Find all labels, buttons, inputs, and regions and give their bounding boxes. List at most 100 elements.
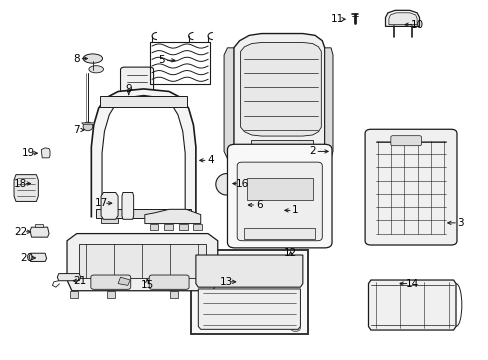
Ellipse shape — [264, 209, 270, 213]
FancyBboxPatch shape — [227, 144, 331, 248]
Ellipse shape — [214, 279, 222, 283]
Bar — [244, 228, 314, 239]
Polygon shape — [102, 95, 185, 210]
Polygon shape — [29, 253, 46, 261]
Ellipse shape — [214, 256, 222, 261]
Polygon shape — [239, 173, 324, 178]
Ellipse shape — [260, 273, 268, 277]
Polygon shape — [122, 193, 133, 219]
Ellipse shape — [264, 200, 270, 203]
Polygon shape — [385, 10, 419, 26]
Ellipse shape — [214, 273, 222, 277]
Ellipse shape — [199, 262, 206, 266]
Polygon shape — [196, 255, 302, 287]
Ellipse shape — [291, 279, 299, 283]
Polygon shape — [67, 234, 217, 291]
Ellipse shape — [302, 219, 307, 222]
Ellipse shape — [230, 279, 237, 283]
Text: 14: 14 — [405, 279, 418, 289]
Polygon shape — [35, 224, 42, 227]
Polygon shape — [324, 48, 332, 158]
Polygon shape — [171, 217, 188, 223]
Ellipse shape — [246, 209, 252, 213]
Ellipse shape — [264, 228, 270, 232]
Text: 21: 21 — [73, 276, 86, 286]
Ellipse shape — [302, 200, 307, 203]
FancyBboxPatch shape — [149, 275, 189, 289]
Ellipse shape — [245, 267, 253, 272]
Bar — [191, 249, 307, 334]
Ellipse shape — [83, 122, 93, 131]
Text: 9: 9 — [125, 84, 132, 94]
Ellipse shape — [433, 136, 443, 142]
Ellipse shape — [276, 279, 284, 283]
Ellipse shape — [245, 262, 253, 266]
FancyBboxPatch shape — [91, 275, 130, 289]
Polygon shape — [101, 193, 118, 219]
Ellipse shape — [283, 209, 289, 213]
Bar — [96, 208, 191, 217]
Ellipse shape — [230, 256, 237, 261]
Polygon shape — [388, 13, 416, 24]
Ellipse shape — [260, 262, 268, 266]
Ellipse shape — [290, 325, 300, 332]
Bar — [149, 42, 210, 84]
Ellipse shape — [83, 54, 102, 63]
Text: 6: 6 — [255, 200, 262, 210]
Ellipse shape — [305, 164, 323, 178]
Ellipse shape — [235, 164, 253, 178]
Ellipse shape — [199, 273, 206, 277]
Text: 12: 12 — [284, 248, 297, 258]
Text: 15: 15 — [141, 280, 154, 291]
Polygon shape — [91, 89, 196, 217]
Text: 2: 2 — [308, 147, 315, 157]
Ellipse shape — [199, 279, 206, 283]
Text: 7: 7 — [73, 125, 80, 135]
Polygon shape — [198, 289, 300, 329]
Polygon shape — [118, 277, 130, 285]
Ellipse shape — [230, 273, 237, 277]
Bar — [246, 178, 312, 200]
Text: 19: 19 — [21, 148, 35, 158]
Polygon shape — [224, 48, 233, 158]
Ellipse shape — [245, 279, 253, 283]
Ellipse shape — [230, 267, 237, 272]
Bar — [100, 96, 187, 107]
Polygon shape — [170, 291, 178, 298]
Ellipse shape — [283, 219, 289, 222]
Ellipse shape — [283, 228, 289, 232]
Polygon shape — [101, 217, 118, 223]
Bar — [250, 140, 312, 160]
Text: 20: 20 — [20, 253, 33, 263]
Ellipse shape — [276, 267, 284, 272]
Polygon shape — [57, 274, 81, 281]
Text: 17: 17 — [94, 198, 107, 208]
Ellipse shape — [246, 200, 252, 203]
Ellipse shape — [302, 228, 307, 232]
Ellipse shape — [260, 256, 268, 261]
Ellipse shape — [199, 256, 206, 261]
Ellipse shape — [246, 219, 252, 222]
Ellipse shape — [89, 66, 103, 73]
FancyBboxPatch shape — [390, 136, 421, 146]
Ellipse shape — [276, 262, 284, 266]
Text: 22: 22 — [14, 227, 27, 237]
Text: 1: 1 — [292, 205, 298, 215]
Ellipse shape — [291, 273, 299, 277]
Polygon shape — [30, 227, 49, 237]
Ellipse shape — [245, 273, 253, 277]
Ellipse shape — [260, 267, 268, 272]
Ellipse shape — [291, 262, 299, 266]
Ellipse shape — [276, 256, 284, 261]
Polygon shape — [193, 224, 202, 230]
Text: 11: 11 — [330, 14, 344, 24]
Polygon shape — [41, 148, 50, 158]
Polygon shape — [368, 280, 455, 330]
Ellipse shape — [199, 267, 206, 272]
Polygon shape — [240, 42, 321, 136]
Polygon shape — [233, 33, 324, 173]
FancyBboxPatch shape — [237, 162, 322, 241]
Text: 10: 10 — [410, 19, 423, 30]
Polygon shape — [164, 224, 173, 230]
Polygon shape — [107, 291, 115, 298]
